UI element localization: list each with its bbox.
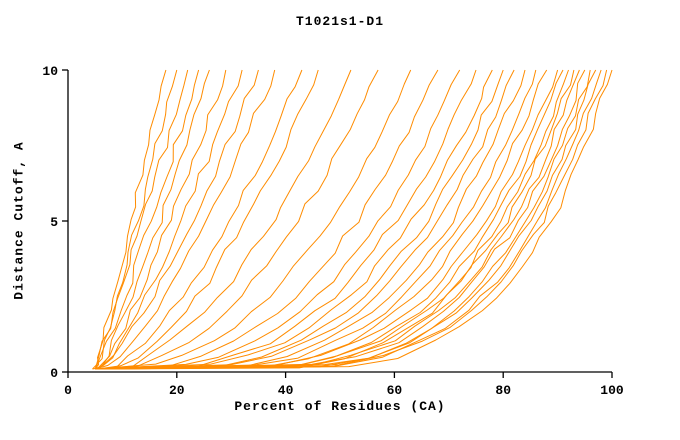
model-curve bbox=[95, 69, 608, 370]
x-axis-label: Percent of Residues (CA) bbox=[234, 399, 446, 414]
model-curve bbox=[95, 69, 526, 370]
model-curve bbox=[95, 69, 379, 370]
model-curve bbox=[97, 69, 319, 370]
model-curve bbox=[95, 69, 303, 370]
model-curve bbox=[95, 69, 515, 370]
model-curve bbox=[95, 69, 412, 370]
model-curve bbox=[95, 69, 439, 370]
model-curve bbox=[92, 69, 189, 370]
model-curve bbox=[95, 69, 586, 370]
model-curve bbox=[95, 69, 597, 370]
model-curve bbox=[94, 69, 243, 370]
model-curve bbox=[94, 69, 227, 370]
model-curve bbox=[95, 69, 276, 370]
x-tick-label: 60 bbox=[387, 383, 403, 398]
x-tick-label: 0 bbox=[64, 383, 72, 398]
model-curve bbox=[95, 69, 559, 370]
y-tick-label: 5 bbox=[50, 215, 58, 230]
model-curve bbox=[94, 69, 167, 370]
model-curve bbox=[95, 69, 504, 370]
model-curve bbox=[95, 69, 461, 370]
model-curve bbox=[95, 69, 602, 370]
x-tick-label: 80 bbox=[495, 383, 511, 398]
model-curve bbox=[95, 69, 548, 370]
y-tick-label: 10 bbox=[42, 64, 58, 79]
model-curve bbox=[97, 69, 477, 370]
chart-title: T1021s1-D1 bbox=[295, 14, 384, 29]
model-curve bbox=[94, 69, 178, 370]
model-curve bbox=[97, 69, 564, 370]
model-curve bbox=[95, 69, 591, 370]
model-curve bbox=[95, 69, 575, 370]
y-tick-label: 0 bbox=[50, 366, 58, 381]
x-tick-label: 100 bbox=[600, 383, 624, 398]
model-curve bbox=[97, 69, 210, 370]
model-curve bbox=[94, 69, 200, 370]
x-tick-label: 40 bbox=[278, 383, 294, 398]
model-curve bbox=[95, 69, 493, 370]
model-curve bbox=[92, 69, 259, 370]
model-curve bbox=[95, 69, 352, 370]
model-curve bbox=[95, 69, 569, 370]
model-curve bbox=[95, 69, 613, 370]
model-curve bbox=[95, 69, 537, 370]
x-tick-label: 20 bbox=[169, 383, 185, 398]
model-curve bbox=[95, 69, 580, 370]
